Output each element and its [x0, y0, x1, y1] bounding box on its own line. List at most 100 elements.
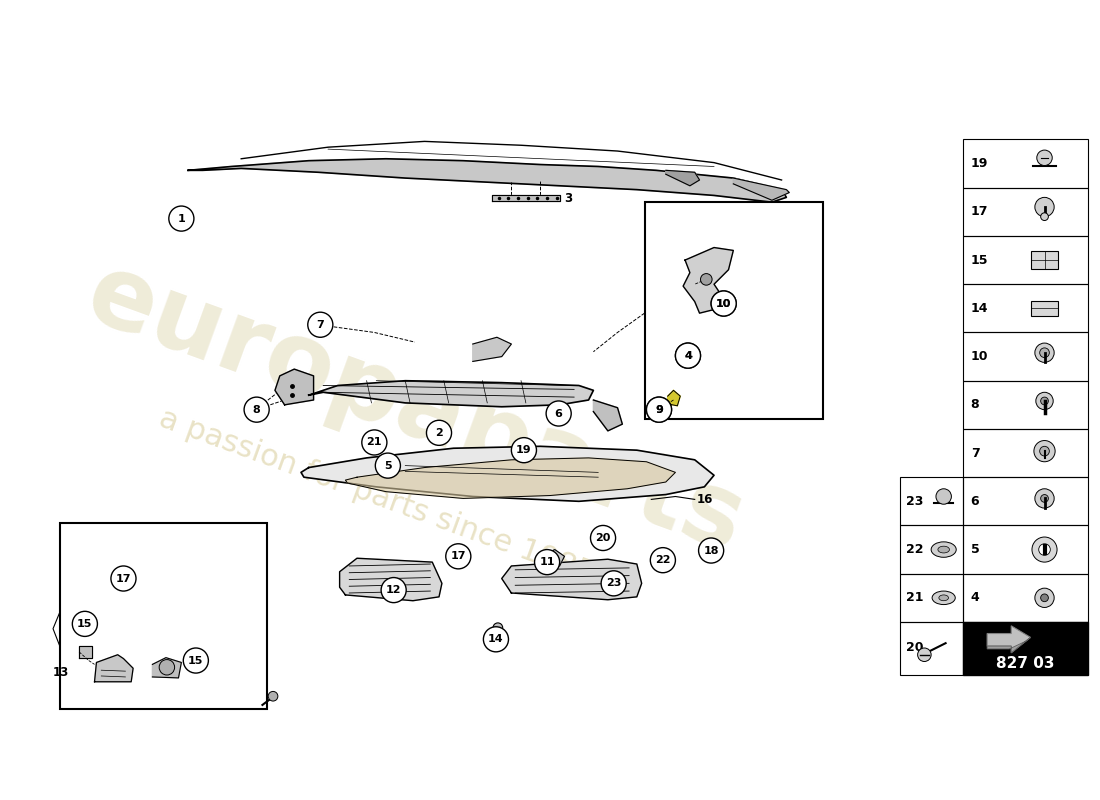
Circle shape	[711, 291, 736, 316]
Bar	[962, 381, 1088, 429]
Text: 4: 4	[684, 350, 692, 361]
Polygon shape	[666, 170, 700, 186]
Bar	[962, 284, 1088, 333]
Text: 10: 10	[716, 298, 732, 309]
Text: 10: 10	[716, 298, 732, 309]
Text: 22: 22	[906, 543, 924, 556]
Circle shape	[1035, 489, 1054, 508]
Text: 18: 18	[703, 546, 719, 555]
Bar	[962, 574, 1088, 622]
Bar	[962, 429, 1088, 477]
Text: 23: 23	[906, 495, 923, 508]
Circle shape	[1041, 213, 1048, 221]
Polygon shape	[502, 559, 641, 600]
Text: 7: 7	[317, 320, 324, 330]
Polygon shape	[95, 654, 133, 682]
Text: 17: 17	[116, 574, 131, 583]
Polygon shape	[668, 390, 680, 406]
Circle shape	[244, 397, 270, 422]
Ellipse shape	[931, 542, 956, 558]
Circle shape	[1037, 150, 1053, 166]
Bar	[900, 526, 962, 574]
Text: 3: 3	[564, 192, 573, 205]
Circle shape	[1032, 537, 1057, 562]
Circle shape	[168, 206, 194, 231]
Circle shape	[427, 420, 452, 446]
Polygon shape	[492, 195, 560, 202]
Text: 5: 5	[970, 543, 979, 556]
Polygon shape	[309, 381, 593, 406]
Polygon shape	[153, 658, 182, 678]
Circle shape	[362, 430, 387, 455]
Text: 4: 4	[684, 350, 692, 361]
Circle shape	[1041, 594, 1048, 602]
Circle shape	[446, 544, 471, 569]
Bar	[900, 477, 962, 526]
Circle shape	[1041, 397, 1048, 405]
Polygon shape	[301, 446, 714, 502]
Circle shape	[1035, 588, 1054, 607]
Bar	[962, 188, 1088, 236]
Circle shape	[917, 648, 931, 662]
Text: a passion for parts since 1985: a passion for parts since 1985	[155, 404, 598, 589]
Text: 21: 21	[906, 591, 924, 604]
Text: 11: 11	[539, 557, 554, 567]
Text: 9: 9	[656, 405, 663, 414]
Text: 23: 23	[606, 578, 621, 588]
Bar	[962, 236, 1088, 284]
Polygon shape	[79, 646, 91, 658]
Text: 15: 15	[188, 655, 204, 666]
Circle shape	[308, 312, 333, 338]
Text: 4: 4	[970, 591, 979, 604]
Bar	[962, 477, 1088, 526]
Text: 20: 20	[595, 533, 610, 543]
Ellipse shape	[939, 595, 948, 601]
Ellipse shape	[932, 591, 955, 605]
Circle shape	[1040, 446, 1049, 456]
Circle shape	[1035, 343, 1054, 362]
Polygon shape	[340, 558, 442, 601]
Text: 17: 17	[970, 206, 988, 218]
Text: 5: 5	[384, 461, 392, 470]
Text: 827 03: 827 03	[997, 656, 1055, 671]
Circle shape	[698, 538, 724, 563]
Circle shape	[1040, 348, 1049, 358]
Text: 19: 19	[970, 157, 988, 170]
Circle shape	[1041, 494, 1048, 502]
Text: 8: 8	[970, 398, 979, 411]
Text: 2: 2	[436, 428, 443, 438]
Circle shape	[73, 611, 98, 637]
Bar	[1031, 251, 1058, 269]
Text: 21: 21	[366, 438, 382, 447]
Text: 7: 7	[970, 446, 979, 459]
Polygon shape	[473, 338, 512, 362]
Circle shape	[493, 623, 503, 633]
Circle shape	[675, 343, 701, 368]
Text: 9: 9	[656, 405, 663, 414]
Circle shape	[535, 550, 560, 574]
Circle shape	[647, 397, 672, 422]
Bar	[900, 622, 962, 675]
Circle shape	[268, 691, 278, 701]
Circle shape	[647, 397, 672, 422]
Circle shape	[1035, 198, 1054, 217]
Text: 10: 10	[970, 350, 988, 363]
Bar	[59, 522, 267, 709]
Bar	[900, 574, 962, 622]
Bar	[645, 202, 823, 419]
Text: 22: 22	[656, 555, 671, 565]
Circle shape	[701, 274, 712, 285]
Circle shape	[483, 626, 508, 652]
Circle shape	[1038, 544, 1050, 555]
Circle shape	[111, 566, 136, 591]
Text: 20: 20	[906, 642, 924, 654]
Polygon shape	[540, 550, 564, 566]
Circle shape	[711, 291, 736, 316]
Polygon shape	[987, 638, 1031, 653]
Bar	[962, 526, 1088, 574]
Circle shape	[512, 438, 537, 462]
Polygon shape	[275, 369, 314, 405]
Bar	[962, 139, 1088, 188]
Polygon shape	[987, 626, 1031, 653]
Circle shape	[601, 570, 626, 596]
